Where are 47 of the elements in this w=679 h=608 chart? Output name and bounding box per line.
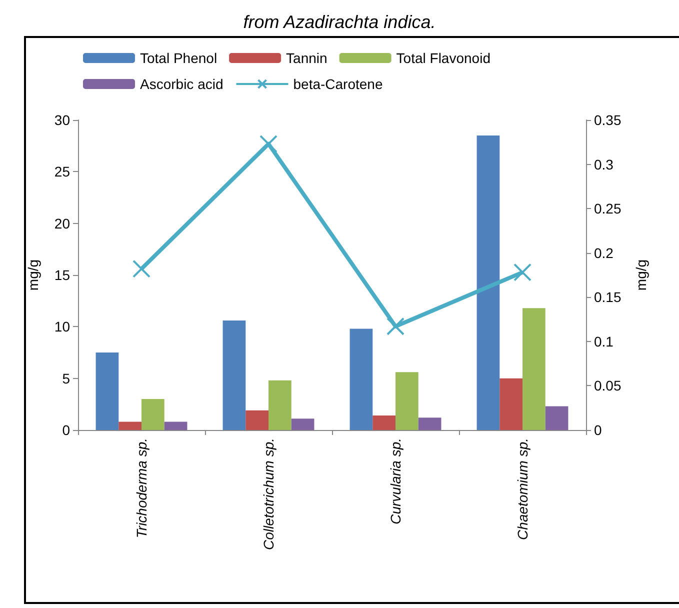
x-tick-label: Chaetomium sp. (514, 438, 530, 540)
bar (350, 328, 373, 430)
bar (545, 406, 568, 430)
y2-tick-label: 0.15 (594, 289, 622, 306)
bar (418, 418, 442, 430)
y-axis-title: mg/g (25, 259, 41, 291)
bar (268, 380, 292, 430)
legend-label: Total Phenol (140, 50, 218, 66)
point (386, 317, 404, 336)
point (132, 260, 150, 278)
y2-tick-label: 0 (594, 422, 602, 438)
legend-label: Total Flavonoid (396, 50, 490, 66)
y2-tick-label: 0.1 (594, 333, 614, 350)
y2-tick-label: 0.05 (594, 378, 622, 394)
bar (164, 422, 188, 430)
bar (118, 422, 142, 430)
point (260, 134, 278, 153)
y-tick-label: 20 (54, 215, 70, 232)
bar (96, 352, 119, 430)
bar (396, 372, 418, 430)
y2-axis-title: mg/g (633, 259, 649, 291)
y-tick-label: 25 (54, 164, 70, 180)
x-tick-label: Trichoderma sp. (134, 438, 150, 538)
y-tick-label: 0 (62, 422, 70, 438)
bar (246, 410, 268, 430)
y2-tick-label: 0.25 (594, 200, 622, 217)
bar (142, 399, 164, 430)
x-tick-label: Curvularia sp. (388, 438, 404, 524)
legend-label: beta-Carotene (293, 76, 383, 92)
y-tick-label: 15 (54, 267, 70, 283)
legend-label: Ascorbic acid (140, 76, 224, 92)
bar (522, 308, 546, 430)
y-tick-label: 10 (54, 318, 70, 335)
bar (500, 378, 522, 430)
y2-tick-label: 0.35 (594, 112, 622, 128)
chart-title: from Azadirachta indica. (243, 12, 436, 32)
y2-tick-label: 0.3 (594, 156, 614, 172)
x-tick-label: Colletotrichum sp. (260, 438, 276, 550)
bar (291, 418, 314, 430)
point (514, 263, 532, 282)
legend-label: Tannin (286, 50, 328, 66)
y-tick-label: 30 (54, 112, 70, 128)
bar (222, 320, 246, 430)
bar (372, 416, 396, 430)
y2-tick-label: 0.2 (594, 244, 614, 261)
y-tick-label: 5 (62, 370, 70, 386)
bar (476, 136, 500, 430)
